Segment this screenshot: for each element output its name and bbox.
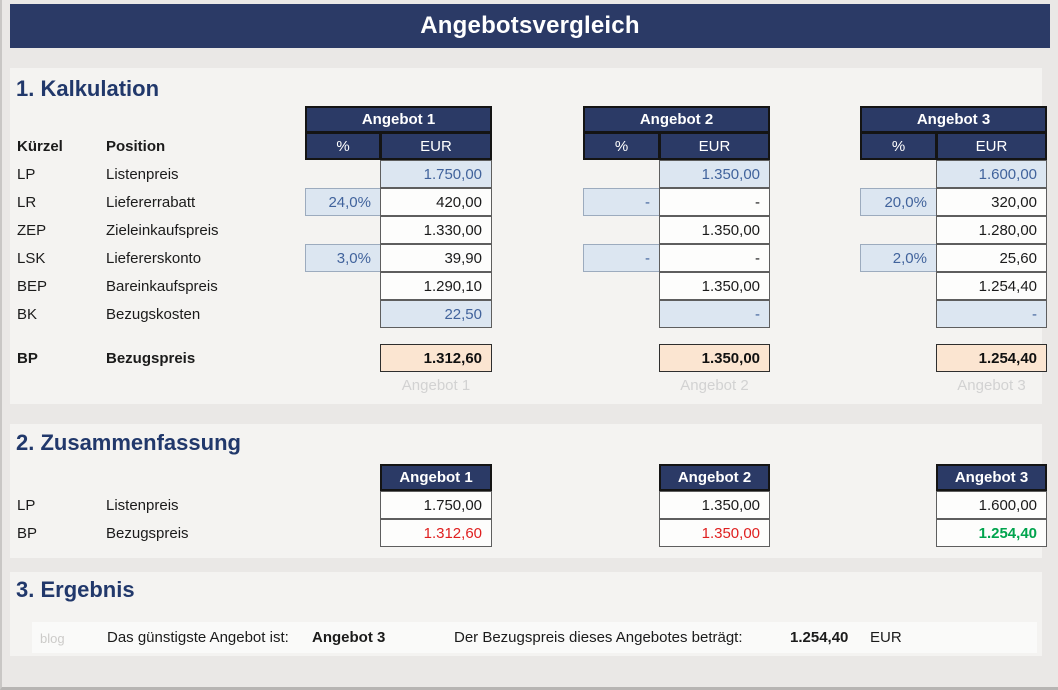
offer3-lp-input[interactable]: 1.600,00 <box>936 160 1047 188</box>
summary-offer1-lp: 1.750,00 <box>380 491 492 519</box>
ergebnis-heading: 3. Ergebnis <box>16 577 135 602</box>
offer2-lsk-value: - <box>659 244 770 272</box>
summary-code-lp: LP <box>17 496 36 514</box>
offer1-bp-result: 1.312,60 <box>380 344 492 372</box>
row-label-liefererrabatt: Liefererrabatt <box>106 193 196 211</box>
offer3-lsk-pct-input[interactable]: 2,0% <box>860 244 937 272</box>
offer2-eur-header: EUR <box>659 132 770 160</box>
offer3-watermark: Angebot 3 <box>957 377 1026 394</box>
summary-label-listenpreis: Listenpreis <box>106 496 179 514</box>
row-label-zieleinkaufspreis: Zieleinkaufspreis <box>106 221 219 239</box>
offer2-bep-value: 1.350,00 <box>659 272 770 300</box>
offer2-watermark: Angebot 2 <box>680 377 749 394</box>
summary-offer2-bp: 1.350,00 <box>659 519 770 547</box>
offer1-lp-input[interactable]: 1.750,00 <box>380 160 492 188</box>
row-label-bareinkaufspreis: Bareinkaufspreis <box>106 277 218 295</box>
offer2-lsk-pct-input[interactable]: - <box>583 244 660 272</box>
row-code-bk: BK <box>17 305 38 323</box>
summary-offer1-bp: 1.312,60 <box>380 519 492 547</box>
row-code-lr: LR <box>17 193 37 211</box>
summary-offer3-bp: 1.254,40 <box>936 519 1047 547</box>
best-price-label: Der Bezugspreis dieses Angebotes beträgt… <box>454 629 743 646</box>
offer2-lr-pct-input[interactable]: - <box>583 188 660 216</box>
position-column-header: Position <box>106 137 166 155</box>
result-row-band <box>32 622 1037 653</box>
summary-code-bp: BP <box>17 524 38 542</box>
offer1-header: Angebot 1 <box>305 106 492 133</box>
offer2-lr-value: - <box>659 188 770 216</box>
best-price-currency: EUR <box>870 629 902 646</box>
offer3-bp-result: 1.254,40 <box>936 344 1047 372</box>
summary-offer3-lp: 1.600,00 <box>936 491 1047 519</box>
offer1-eur-header: EUR <box>380 132 492 160</box>
offer3-bep-value: 1.254,40 <box>936 272 1047 300</box>
offer2-lp-input[interactable]: 1.350,00 <box>659 160 770 188</box>
offer3-pct-header: % <box>860 132 937 160</box>
offer3-lr-value: 320,00 <box>936 188 1047 216</box>
offer3-lsk-value: 25,60 <box>936 244 1047 272</box>
zusammenfassung-heading: 2. Zusammenfassung <box>16 430 241 455</box>
offer3-header: Angebot 3 <box>860 106 1047 133</box>
offer1-watermark: Angebot 1 <box>401 377 471 394</box>
offer1-zep-value: 1.330,00 <box>380 216 492 244</box>
best-price-value: 1.254,40 <box>790 629 849 646</box>
offer1-bep-value: 1.290,10 <box>380 272 492 300</box>
offer1-lsk-pct-input[interactable]: 3,0% <box>305 244 381 272</box>
offer3-zep-value: 1.280,00 <box>936 216 1047 244</box>
best-offer-value: Angebot 3 <box>312 629 386 646</box>
zusammenfassung-panel <box>10 424 1042 558</box>
offer2-bk-input[interactable]: - <box>659 300 770 328</box>
summary-offer2-header: Angebot 2 <box>659 464 770 491</box>
summary-offer1-header: Angebot 1 <box>380 464 492 491</box>
offer3-bk-input[interactable]: - <box>936 300 1047 328</box>
page-title: Angebotsvergleich <box>10 4 1050 48</box>
kalkulation-heading: 1. Kalkulation <box>16 76 160 101</box>
row-label-liefererskonto: Liefererskonto <box>106 249 202 267</box>
row-code-lp: LP <box>17 165 36 183</box>
row-code-bp: BP <box>17 349 38 367</box>
row-code-lsk: LSK <box>17 249 46 267</box>
summary-offer2-lp: 1.350,00 <box>659 491 770 519</box>
summary-offer3-header: Angebot 3 <box>936 464 1047 491</box>
offer1-lr-pct-input[interactable]: 24,0% <box>305 188 381 216</box>
offer3-eur-header: EUR <box>936 132 1047 160</box>
summary-label-bezugspreis: Bezugspreis <box>106 524 189 542</box>
offer1-bk-input[interactable]: 22,50 <box>380 300 492 328</box>
row-label-listenpreis: Listenpreis <box>106 165 179 183</box>
row-code-zep: ZEP <box>17 221 47 239</box>
blog-watermark: blog <box>40 631 65 646</box>
offer2-header: Angebot 2 <box>583 106 770 133</box>
row-label-bezugskosten: Bezugskosten <box>106 305 201 323</box>
best-offer-label: Das günstigste Angebot ist: <box>107 629 289 646</box>
offer2-bp-result: 1.350,00 <box>659 344 770 372</box>
offer1-lsk-value: 39,90 <box>380 244 492 272</box>
offer1-pct-header: % <box>305 132 381 160</box>
offer2-pct-header: % <box>583 132 660 160</box>
kuerzel-column-header: Kürzel <box>17 137 63 155</box>
offer1-lr-value: 420,00 <box>380 188 492 216</box>
offer3-lr-pct-input[interactable]: 20,0% <box>860 188 937 216</box>
row-label-bezugspreis: Bezugspreis <box>106 349 196 367</box>
row-code-bep: BEP <box>17 277 48 295</box>
offer2-zep-value: 1.350,00 <box>659 216 770 244</box>
